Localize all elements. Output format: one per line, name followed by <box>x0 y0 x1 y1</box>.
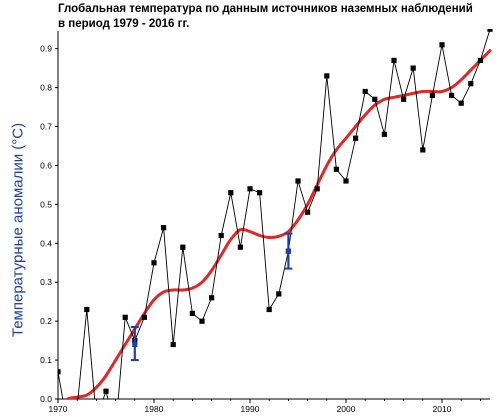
y-tick-label: 0.2 <box>40 316 52 326</box>
x-tick-label: 1990 <box>241 404 260 414</box>
data-point <box>180 244 186 250</box>
data-point <box>324 73 330 79</box>
data-point <box>429 92 435 98</box>
data-point <box>84 306 90 313</box>
data-point <box>257 190 263 196</box>
data-point <box>458 100 464 106</box>
data-point <box>449 92 455 98</box>
data-point <box>372 96 378 102</box>
data-point <box>209 295 215 301</box>
data-point <box>333 166 339 172</box>
data-point <box>353 135 359 141</box>
data-point <box>305 209 311 215</box>
data-line <box>58 29 491 399</box>
data-point <box>420 147 426 153</box>
x-tick-label: 2010 <box>433 404 452 414</box>
data-point <box>266 306 272 313</box>
x-tick-label: 1970 <box>49 404 68 414</box>
y-tick-label: 0.7 <box>40 122 52 132</box>
data-point <box>103 388 109 394</box>
y-tick-label: 0.0 <box>40 394 52 404</box>
data-point <box>276 291 282 297</box>
y-tick-label: 0.3 <box>40 277 52 287</box>
y-tick-label: 0.5 <box>40 199 52 209</box>
data-point <box>228 190 234 196</box>
data-point <box>410 65 416 71</box>
data-point <box>401 96 407 102</box>
chart-title: Глобальная температура по данным источни… <box>58 3 473 30</box>
y-tick-label: 0.1 <box>40 355 52 365</box>
data-point <box>122 314 128 320</box>
data-point <box>75 404 80 409</box>
error-bars-group <box>130 232 293 362</box>
y-tick-label: 0.6 <box>40 160 52 170</box>
data-point <box>151 260 157 266</box>
data-point <box>170 341 176 348</box>
data-point <box>487 29 493 32</box>
trend-line <box>64 49 492 399</box>
data-point <box>362 88 368 95</box>
data-point <box>199 318 205 324</box>
data-point <box>58 369 61 375</box>
x-tick-label: 1980 <box>145 404 164 414</box>
axes-group: 0.0 0.1 0.2 0.3 0.4 0.5 0.6 0.7 0.8 0.9 1970 1980 19… <box>40 31 490 414</box>
data-series-group <box>58 29 493 409</box>
data-point <box>477 57 483 63</box>
data-point <box>468 81 474 87</box>
data-point <box>391 57 397 63</box>
data-point <box>141 314 147 320</box>
trend-line-group <box>64 49 492 399</box>
y-tick-label: 0.4 <box>40 238 52 248</box>
y-tick-label: 0.9 <box>40 44 52 54</box>
data-point <box>343 178 349 184</box>
data-point <box>314 186 320 192</box>
data-point <box>247 186 253 192</box>
y-tick-label: 0.8 <box>40 83 52 93</box>
data-point <box>161 225 167 231</box>
data-point <box>295 178 301 184</box>
data-point <box>439 42 445 48</box>
data-point <box>381 131 387 137</box>
x-tick-label: 2000 <box>337 404 356 414</box>
error-bar-marker <box>285 248 291 254</box>
data-point <box>237 244 243 250</box>
data-point <box>189 310 195 316</box>
error-bar-marker <box>132 341 138 348</box>
data-point <box>218 232 224 239</box>
